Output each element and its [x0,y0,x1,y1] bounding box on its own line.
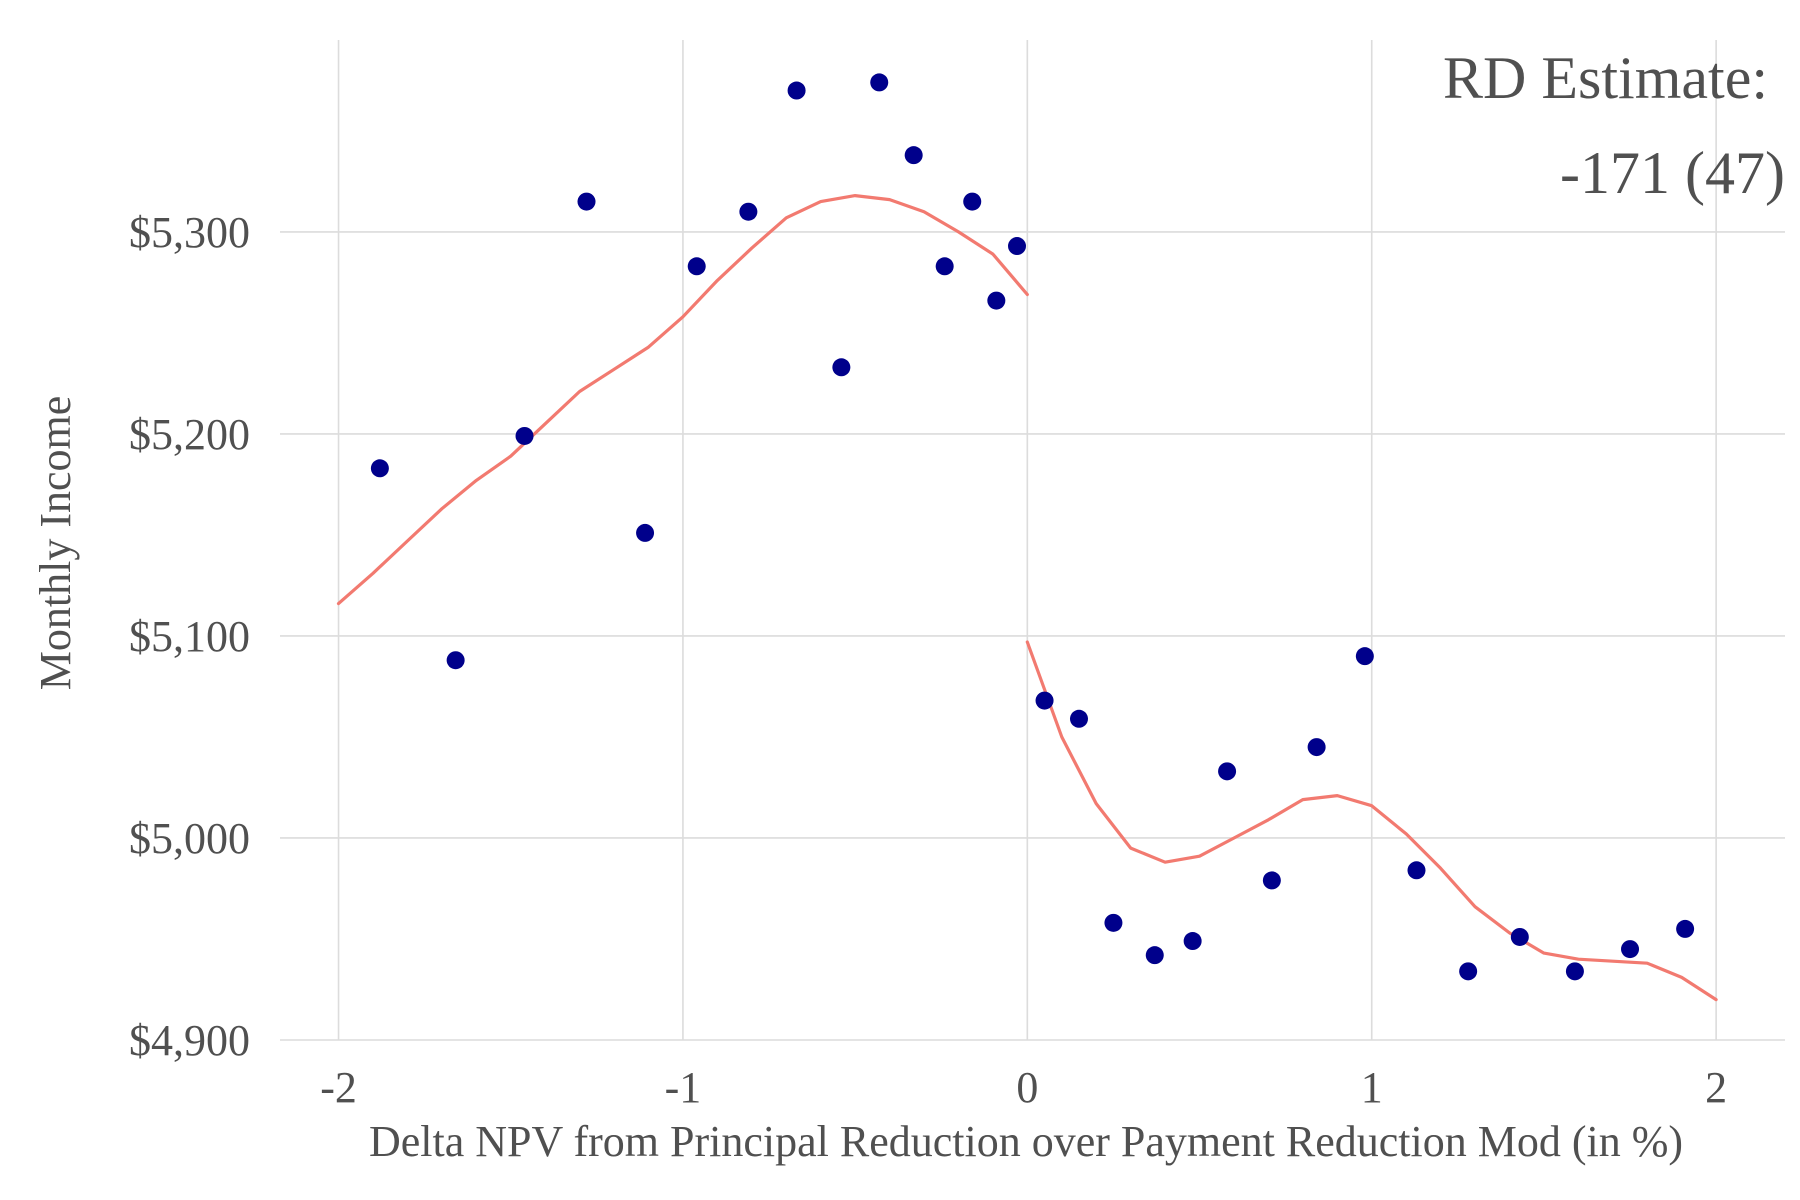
data-point [1459,962,1478,981]
data-point [870,73,889,92]
x-tick-label: -2 [320,1063,357,1112]
data-point [1145,946,1164,965]
y-axis-title: Monthly Income [31,396,80,691]
data-point [577,192,596,211]
data-point [515,426,534,445]
data-point [1069,709,1088,728]
tick-labels: -2 -1 0 1 2 $4,900 $5,000 $5,100 $5,200 $5,300 [129,208,1727,1112]
data-point [787,81,806,100]
data-point [739,202,758,221]
data-point [1262,871,1281,890]
data-point [446,651,465,670]
x-tick-label: 2 [1705,1063,1727,1112]
data-point [1008,237,1027,256]
rd-estimate-label: RD Estimate: [1443,45,1768,111]
y-tick-label: $5,300 [129,208,250,257]
data-point [904,146,923,165]
data-point [1510,927,1529,946]
data-point [1218,762,1237,781]
x-tick-label: 1 [1361,1063,1383,1112]
data-point [1183,932,1202,951]
data-point [987,291,1006,310]
data-point [935,257,954,276]
data-point [1407,861,1426,880]
rd-estimate-value: -171 (47) [1560,140,1785,206]
data-point [963,192,982,211]
x-tick-label: -1 [665,1063,702,1112]
fit-lines [336,194,1718,1002]
data-point [1104,913,1123,932]
y-tick-label: $5,200 [129,410,250,459]
y-tick-label: $5,000 [129,814,250,863]
data-point [636,523,655,542]
data-point [1355,647,1374,666]
data-point [370,459,389,478]
x-axis-title: Delta NPV from Principal Reduction over … [369,1117,1683,1166]
y-tick-label: $4,900 [129,1016,250,1065]
data-point [1676,919,1695,938]
fit-line-left [336,194,1029,606]
grid-lines [280,40,1785,1041]
data-point [687,257,706,276]
data-point [1621,940,1640,959]
x-tick-label: 0 [1016,1063,1038,1112]
data-point [1035,691,1054,710]
data-point [832,358,851,377]
data-point [1565,962,1584,981]
y-tick-label: $5,100 [129,612,250,661]
data-point [1307,738,1326,757]
data-points [370,73,1695,981]
fit-line-right [1025,640,1718,1002]
